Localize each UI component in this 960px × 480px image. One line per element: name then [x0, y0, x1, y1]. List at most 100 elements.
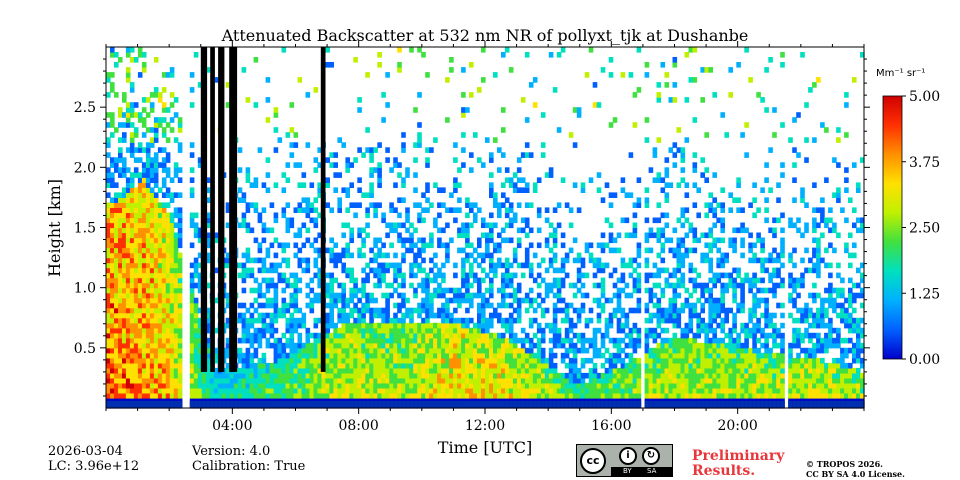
- heatmap-cell: [237, 357, 243, 364]
- heatmap-cell: [145, 152, 151, 158]
- heatmap-cell: [660, 327, 666, 334]
- heatmap-cell: [696, 347, 701, 354]
- heatmap-cell: [273, 252, 279, 259]
- heatmap-cell: [106, 357, 111, 364]
- heatmap-cell: [125, 197, 131, 203]
- heatmap-cell: [696, 327, 701, 334]
- heatmap-cell: [421, 217, 426, 224]
- heatmap-cell: [564, 317, 570, 324]
- heatmap-cell: [197, 322, 203, 329]
- heatmap-cell: [281, 342, 287, 349]
- heatmap-cell: [333, 342, 338, 349]
- heatmap-cell: [465, 357, 470, 364]
- heatmap-cell: [540, 377, 546, 384]
- heatmap-cell: [469, 152, 474, 158]
- heatmap-cell: [445, 207, 450, 213]
- heatmap-cell: [345, 297, 350, 304]
- heatmap-cell: [636, 302, 642, 309]
- heatmap-cell: [114, 367, 119, 374]
- heatmap-cell: [161, 157, 167, 163]
- heatmap-cell: [253, 287, 259, 294]
- heatmap-cell: [716, 347, 721, 354]
- heatmap-cell: [161, 347, 167, 354]
- heatmap-cell: [532, 387, 538, 394]
- heatmap-cell: [457, 247, 462, 254]
- surface-band: [564, 400, 570, 408]
- heatmap-cell: [145, 367, 151, 374]
- heatmap-cell: [149, 372, 155, 379]
- heatmap-cell: [612, 237, 618, 244]
- heatmap-cell: [700, 393, 705, 399]
- heatmap-cell: [257, 302, 263, 309]
- heatmap-cell: [381, 317, 386, 324]
- heatmap-cell: [516, 227, 522, 234]
- heatmap-cell: [305, 362, 311, 369]
- heatmap-cell: [377, 362, 382, 369]
- heatmap-cell: [381, 377, 386, 384]
- heatmap-cell: [173, 362, 179, 369]
- heatmap-cell: [580, 307, 586, 314]
- heatmap-cell: [110, 257, 115, 264]
- heatmap-cell: [245, 307, 251, 314]
- heatmap-cell: [381, 342, 386, 349]
- heatmap-cell: [724, 372, 729, 379]
- heatmap-cell: [177, 352, 183, 359]
- heatmap-cell: [469, 352, 474, 359]
- heatmap-cell: [433, 362, 438, 369]
- heatmap-cell: [269, 277, 275, 284]
- heatmap-cell: [149, 262, 155, 269]
- heatmap-cell: [421, 242, 426, 249]
- heatmap-cell: [501, 282, 506, 289]
- heatmap-cell: [540, 257, 546, 264]
- heatmap-cell: [596, 102, 602, 108]
- heatmap-cell: [429, 307, 434, 314]
- heatmap-cell: [724, 317, 729, 324]
- surface-band: [520, 400, 526, 408]
- heatmap-cell: [161, 247, 167, 254]
- heatmap-cell: [257, 257, 263, 264]
- heatmap-cell: [205, 257, 211, 264]
- heatmap-cell: [129, 152, 135, 158]
- heatmap-cell: [225, 377, 231, 384]
- heatmap-cell: [712, 342, 717, 349]
- heatmap-cell: [341, 357, 346, 364]
- heatmap-cell: [357, 357, 362, 364]
- heatmap-cell: [301, 362, 307, 369]
- heatmap-cell: [165, 302, 171, 309]
- heatmap-cell: [153, 393, 159, 399]
- heatmap-cell: [512, 287, 518, 294]
- heatmap-cell: [329, 207, 334, 213]
- heatmap-cell: [620, 337, 626, 344]
- heatmap-cell: [365, 357, 370, 364]
- heatmap-cell: [110, 347, 115, 354]
- heatmap-cell: [656, 312, 662, 319]
- heatmap-cell: [421, 337, 426, 344]
- heatmap-cell: [676, 377, 682, 384]
- heatmap-cell: [441, 367, 446, 374]
- heatmap-cell: [245, 227, 251, 234]
- heatmap-cell: [389, 322, 394, 329]
- heatmap-cell: [313, 262, 319, 269]
- heatmap-cell: [133, 172, 139, 178]
- heatmap-cell: [385, 297, 390, 304]
- heatmap-cell: [118, 147, 123, 153]
- heatmap-cell: [433, 217, 438, 224]
- heatmap-cell: [161, 182, 167, 188]
- heatmap-cell: [269, 372, 275, 379]
- heatmap-cell: [217, 377, 223, 384]
- heatmap-cell: [644, 217, 650, 224]
- heatmap-cell: [161, 202, 167, 208]
- heatmap-cell: [313, 297, 319, 304]
- heatmap-cell: [461, 92, 466, 98]
- heatmap-cell: [225, 322, 231, 329]
- heatmap-cell: [125, 302, 131, 309]
- heatmap-cell: [680, 372, 686, 379]
- heatmap-cell: [393, 182, 398, 188]
- heatmap-cell: [712, 307, 717, 314]
- heatmap-cell: [696, 377, 701, 384]
- surface-band: [441, 400, 446, 408]
- heatmap-cell: [309, 382, 315, 389]
- heatmap-cell: [357, 297, 362, 304]
- heatmap-cell: [106, 142, 111, 148]
- heatmap-cell: [644, 272, 650, 279]
